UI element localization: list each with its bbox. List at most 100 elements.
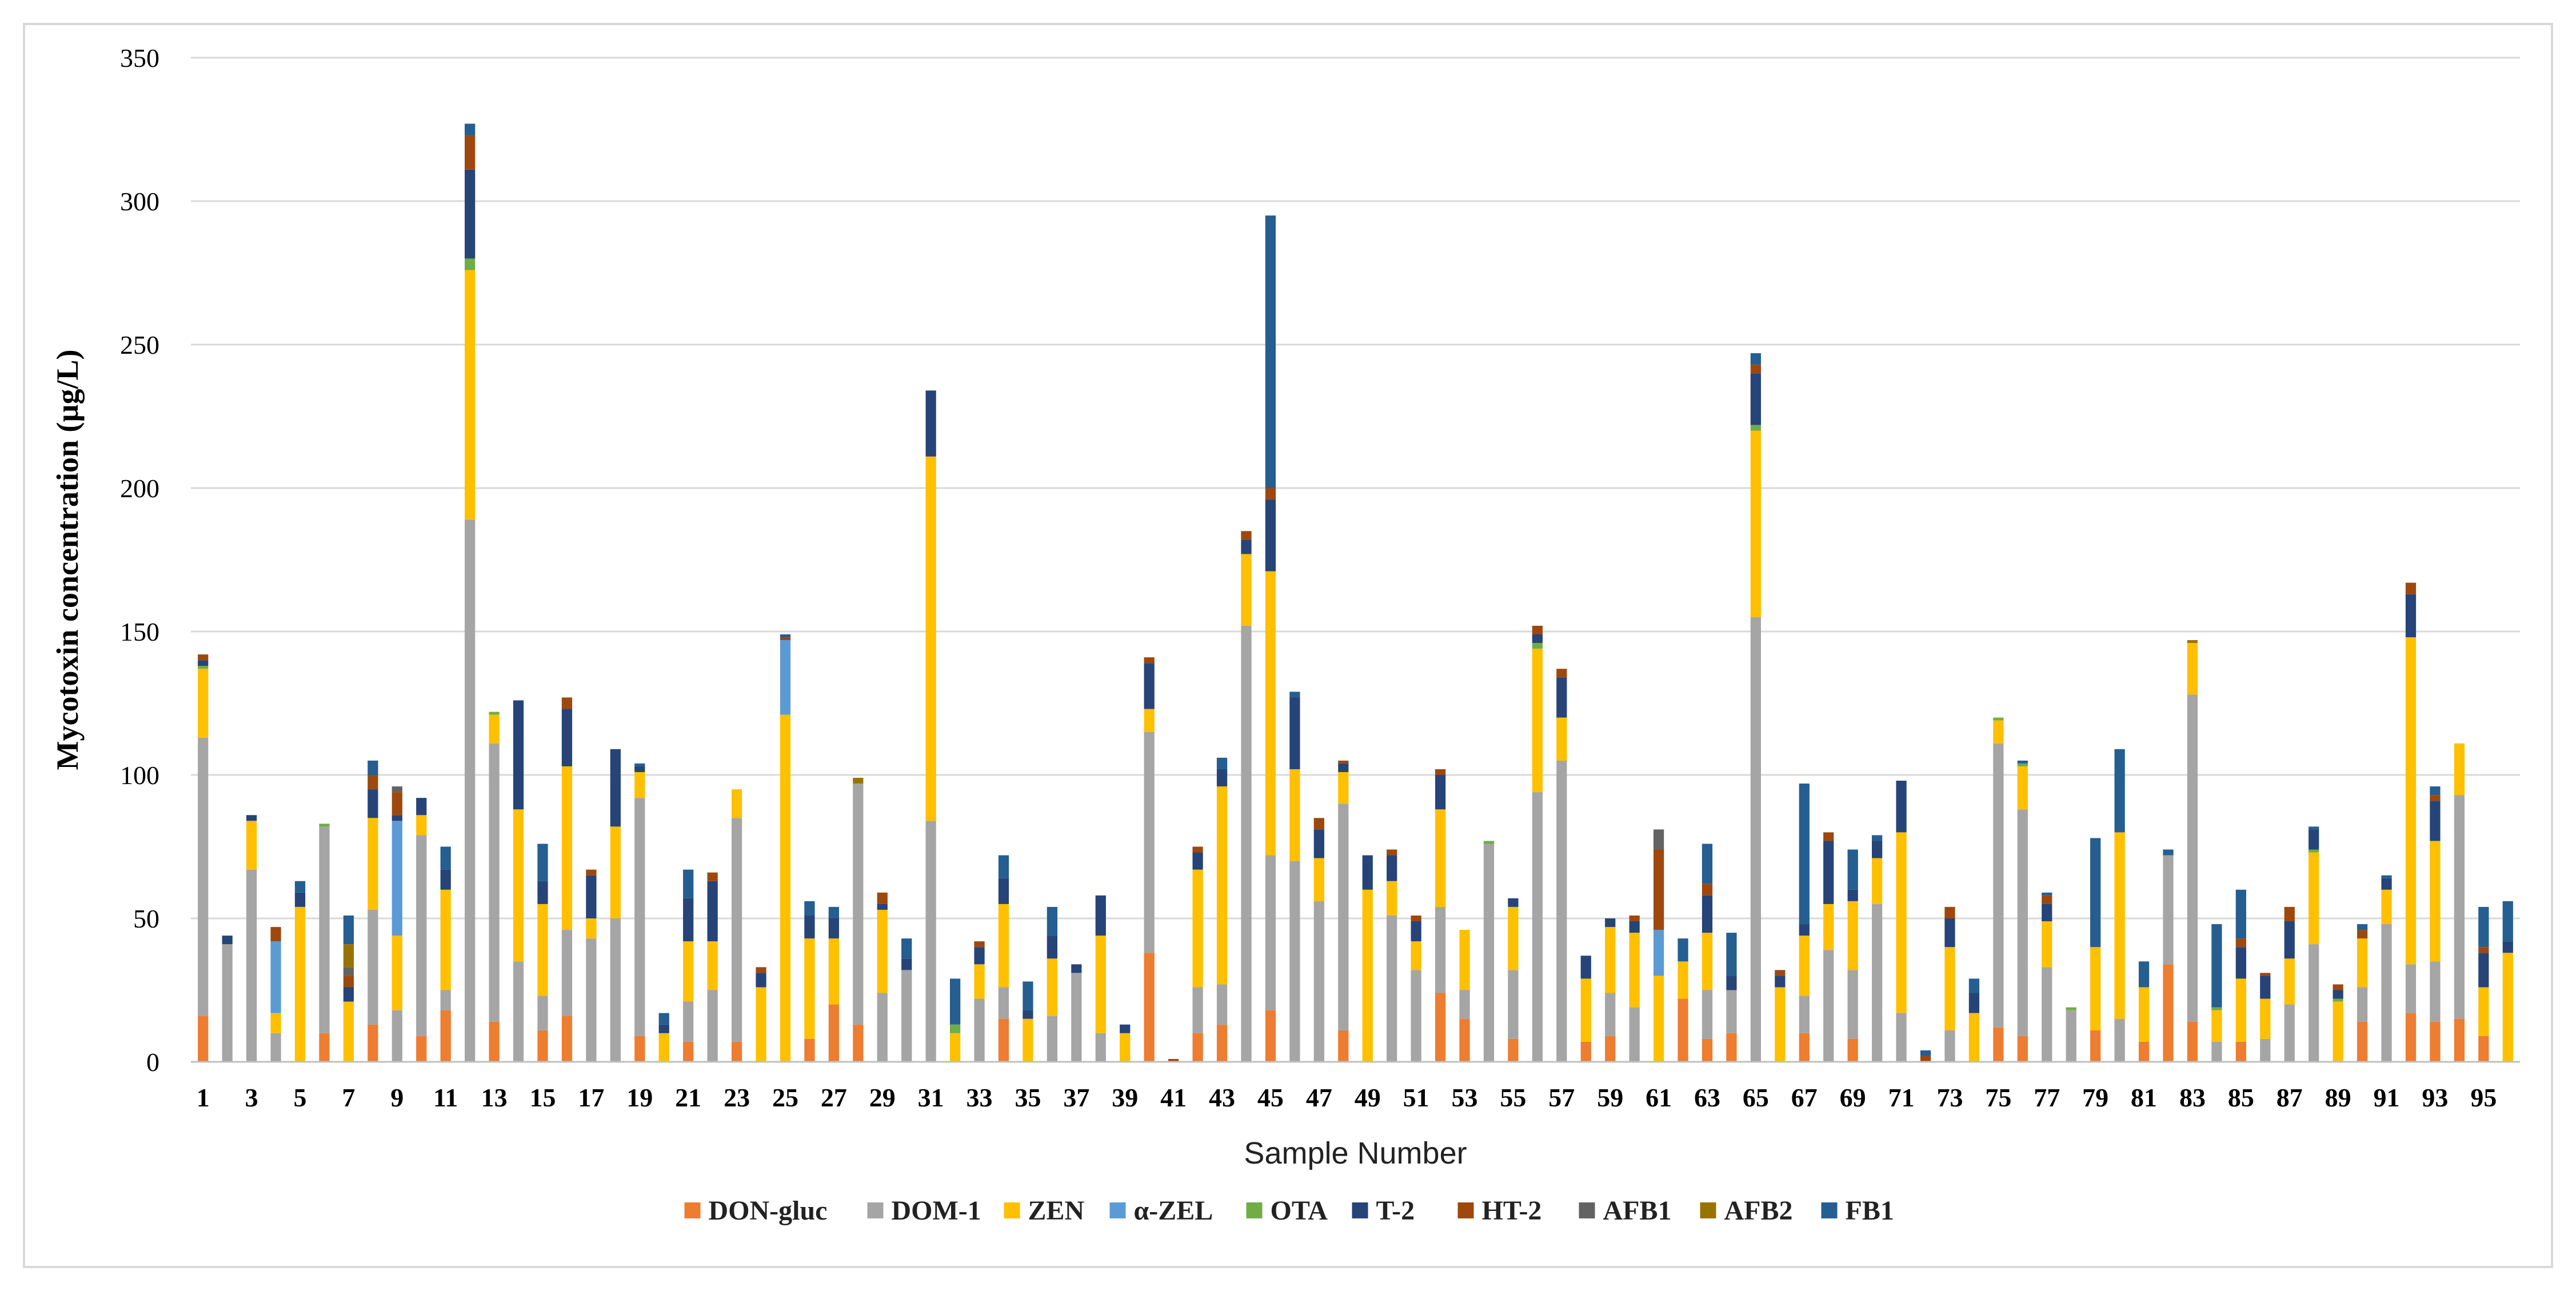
- bar-segment-dom-1-sample-55: [1508, 970, 1519, 1039]
- legend-swatch-don-gluc: [684, 1202, 701, 1218]
- bar-segment-don-gluc-sample-81: [2138, 1041, 2150, 1062]
- bar-segment-fb1-sample-62: [1678, 938, 1688, 962]
- bar-segment-t-2-sample-9: [392, 815, 402, 821]
- bar-segment-ht-2-sample-42: [1192, 846, 1203, 853]
- bar-segment-fb1-sample-84: [2211, 924, 2222, 1008]
- bar-segment-ota-sample-6: [319, 824, 330, 827]
- bar-segment-ht-2-sample-56: [1532, 625, 1543, 635]
- bar-segment-don-gluc-sample-13: [489, 1021, 500, 1062]
- bar-segment-t-2-sample-60: [1629, 921, 1640, 933]
- bar-segment-t-2-sample-92: [2405, 594, 2417, 638]
- bar-segment-zen-sample-34: [998, 904, 1009, 988]
- bar-segment-ht-2-sample-87: [2284, 906, 2295, 922]
- bar-segment-zen-sample-87: [2284, 958, 2295, 1005]
- bar-segment-dom-1-sample-33: [974, 998, 985, 1062]
- x-tick-label: 49: [1355, 1083, 1381, 1112]
- bar-segment-fb1-sample-11: [440, 846, 451, 870]
- bar-segment-dom-1-sample-67: [1799, 996, 1810, 1033]
- bar-segment-ht-2-sample-61: [1653, 849, 1664, 930]
- bar-segment-ht-2-sample-57: [1556, 669, 1567, 678]
- bar-segment-t-2-sample-51: [1411, 921, 1421, 942]
- x-tick-label: 75: [1985, 1083, 2011, 1112]
- bar-segment-fb1-sample-93: [2430, 786, 2441, 796]
- bar-segment-dom-1-sample-43: [1216, 984, 1228, 1025]
- bar-segment-fb1-sample-27: [828, 906, 839, 918]
- bar-segment-t-2-sample-52: [1435, 775, 1446, 810]
- bar-segment-t-2-sample-7: [343, 987, 354, 1002]
- bar-segment-fb1-sample-36: [1047, 906, 1058, 936]
- legend-swatch-afb2: [1700, 1202, 1716, 1218]
- bar-segment-ht-2-sample-22: [707, 872, 718, 881]
- bar-segment-fb1-sample-63: [1702, 844, 1713, 884]
- bar-segment-t-2-sample-63: [1702, 895, 1713, 933]
- bar-segment-afb2-sample-28: [853, 778, 864, 784]
- x-tick-label: 93: [2422, 1083, 2448, 1112]
- bar-segment-dom-1-sample-92: [2405, 964, 2417, 1013]
- bar-segment-dom-1-sample-64: [1726, 990, 1737, 1033]
- x-tick-label: 37: [1063, 1083, 1089, 1112]
- bar-segment-ht-2-sample-50: [1387, 849, 1397, 856]
- bar-segment-t-2-sample-3: [246, 815, 257, 821]
- bar-segment-ht-2-sample-47: [1313, 818, 1324, 830]
- legend-label: T-2: [1376, 1196, 1415, 1226]
- legend-label: DON-gluc: [709, 1196, 828, 1226]
- legend-label: FB1: [1846, 1196, 1894, 1226]
- bar-segment--zel-sample-9: [392, 821, 402, 936]
- bar-segment-don-gluc-sample-28: [853, 1024, 864, 1062]
- bar-segment-zen-sample-9: [392, 936, 402, 1010]
- bar-segment-don-gluc-sample-75: [1993, 1027, 2004, 1062]
- bar-segment-dom-1-sample-52: [1435, 906, 1446, 993]
- bar-segment-fb1-sample-35: [1023, 981, 1033, 1010]
- bar-segment-t-2-sample-46: [1289, 697, 1300, 769]
- bar-segment-zen-sample-88: [2309, 852, 2319, 945]
- bar-segment-t-2-sample-18: [610, 749, 621, 827]
- y-tick-label: 100: [120, 761, 159, 790]
- y-tick-label: 150: [120, 617, 159, 646]
- bar-segment-fb1-sample-91: [2381, 875, 2392, 878]
- bar-segment-ht-2-sample-29: [877, 892, 888, 904]
- bar-segment-don-gluc-sample-27: [828, 1004, 839, 1062]
- bar-segment-t-2-sample-93: [2430, 801, 2441, 841]
- bar-segment-don-gluc-sample-67: [1799, 1033, 1810, 1062]
- bar-segment-don-gluc-sample-26: [804, 1038, 815, 1062]
- bar-segment-zen-sample-57: [1556, 717, 1567, 761]
- bar-segment-dom-1-sample-54: [1483, 844, 1495, 1062]
- bar-segment-ht-2-sample-65: [1750, 365, 1762, 374]
- bar-segment-dom-1-sample-46: [1289, 861, 1300, 1062]
- bar-segment-fb1-sample-46: [1289, 692, 1300, 698]
- bar-segment-afb1-sample-61: [1653, 829, 1664, 850]
- bar-segment-zen-sample-89: [2333, 1001, 2343, 1062]
- bar-segment-ota-sample-76: [2017, 763, 2028, 766]
- bar-segment-t-2-sample-36: [1047, 936, 1058, 959]
- bar-segment-dom-1-sample-28: [853, 784, 864, 1025]
- bar-segment-t-2-sample-19: [634, 766, 645, 772]
- bar-segment-t-2-sample-42: [1192, 852, 1203, 870]
- bar-segment-fb1-sample-90: [2357, 924, 2368, 930]
- bar-segment-don-gluc-sample-64: [1726, 1033, 1737, 1062]
- bar-segment-zen-sample-19: [634, 772, 645, 798]
- bar-segment-t-2-sample-31: [925, 390, 936, 457]
- bar-segment-don-gluc-sample-95: [2478, 1036, 2489, 1062]
- bar-segment-zen-sample-67: [1799, 936, 1810, 996]
- bar-segment-zen-sample-11: [440, 889, 451, 990]
- bar-segment-zen-sample-42: [1192, 869, 1203, 988]
- x-tick-label: 59: [1597, 1083, 1623, 1112]
- bar-segment-zen-sample-21: [683, 941, 694, 1002]
- bar-segment-don-gluc-sample-59: [1605, 1036, 1616, 1062]
- bar-segment-fb1-sample-65: [1750, 353, 1762, 365]
- x-tick-label: 25: [772, 1083, 798, 1112]
- bar-segment-don-gluc-sample-76: [2017, 1036, 2028, 1062]
- bar-segment-ht-2-sample-17: [586, 869, 597, 876]
- bar-segment-dom-1-sample-9: [392, 1010, 402, 1062]
- bar-segment-don-gluc-sample-55: [1508, 1038, 1519, 1062]
- bar-segment-don-gluc-sample-11: [440, 1010, 451, 1062]
- bar-segment-fb1-sample-81: [2138, 961, 2150, 988]
- bar-segment-zen-sample-40: [1144, 709, 1155, 732]
- bar-segment-fb1-sample-72: [1920, 1050, 1931, 1056]
- bar-segment-zen-sample-47: [1313, 858, 1324, 901]
- bar-segment-fb1-sample-67: [1799, 784, 1810, 925]
- bar-segment-dom-1-sample-2: [222, 944, 233, 1062]
- bar-segment-ht-2-sample-16: [561, 697, 573, 709]
- x-tick-label: 85: [2228, 1083, 2254, 1112]
- bar-segment-dom-1-sample-53: [1459, 990, 1470, 1019]
